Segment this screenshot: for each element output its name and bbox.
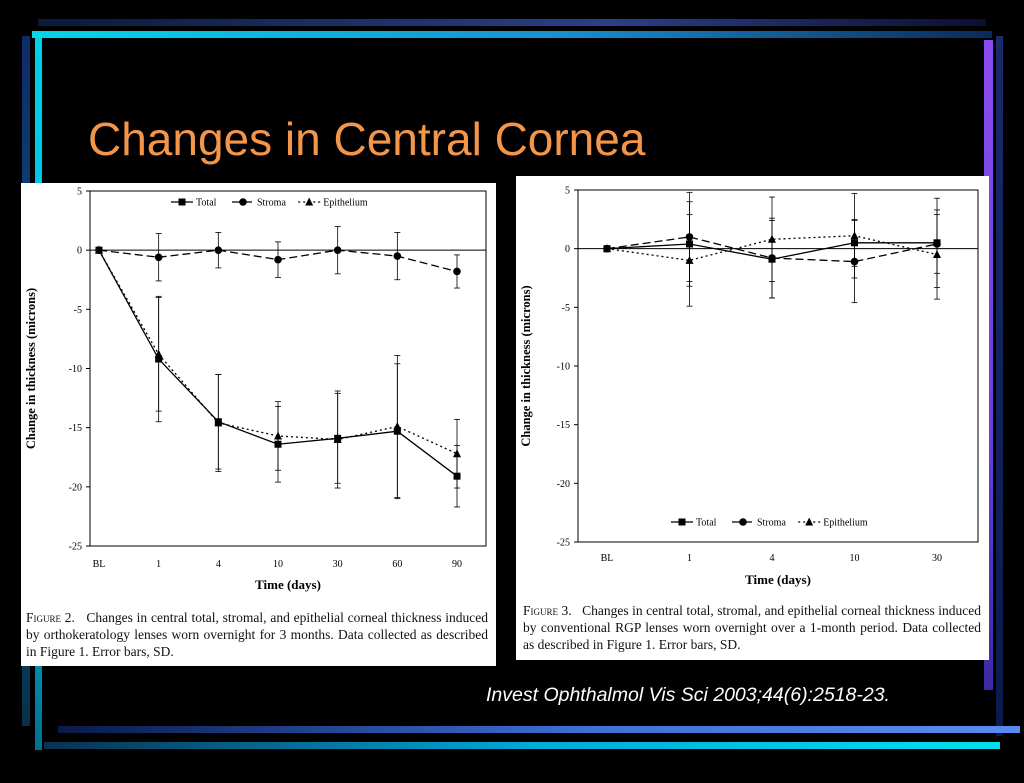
figure-2-caption-label: Figure 2. bbox=[26, 610, 75, 625]
fig2-data-point bbox=[393, 421, 402, 430]
fig2-data-point bbox=[393, 252, 402, 260]
fig3-y-tick-label: 0 bbox=[565, 244, 570, 255]
fig3-y-tick-label: -5 bbox=[562, 303, 570, 314]
bottom-bar-cyan bbox=[44, 742, 1000, 749]
fig3-x-axis-title: Time (days) bbox=[745, 572, 811, 587]
fig2-legend-marker bbox=[305, 197, 314, 206]
fig3-y-tick-label: -25 bbox=[557, 538, 570, 549]
fig2-data-point bbox=[453, 267, 461, 276]
figure-2-chart: 5 0 -5 -10 -15 -20 -25 BL 1 4 10 30 60 90 Time (days) C… bbox=[24, 187, 487, 592]
fig3-data-point bbox=[768, 234, 776, 243]
fig3-x-tick-label: 10 bbox=[850, 553, 860, 564]
fig2-data-point bbox=[274, 255, 282, 264]
fig3-legend-label: Epithelium bbox=[823, 518, 868, 529]
fig2-x-tick-label: BL bbox=[93, 559, 106, 570]
fig2-data-point bbox=[95, 245, 103, 254]
right-bar-dark bbox=[996, 36, 1003, 736]
fig2-plot-frame bbox=[89, 190, 487, 547]
fig2-legend-label: Stroma bbox=[257, 198, 286, 209]
bottom-bar-blue bbox=[58, 726, 1020, 733]
fig2-data-point bbox=[333, 435, 342, 443]
fig3-legend-marker bbox=[739, 518, 747, 526]
fig3-data-point bbox=[850, 231, 859, 240]
fig2-y-tick-label: 0 bbox=[77, 246, 82, 257]
fig2-data-point bbox=[453, 449, 461, 458]
fig2-y-tick-label: -5 bbox=[74, 305, 82, 316]
fig2-x-tick-label: 30 bbox=[333, 559, 343, 570]
fig3-y-tick-label: -15 bbox=[557, 420, 570, 431]
fig3-y-axis-title: Change in thickness (microns) bbox=[519, 285, 533, 446]
fig2-y-tick-label: -10 bbox=[69, 364, 82, 375]
fig2-y-axis-title: Change in thickness (microns) bbox=[24, 288, 38, 449]
fig3-data-point bbox=[685, 255, 694, 264]
fig2-x-tick-label: 4 bbox=[216, 559, 221, 570]
fig3-legend-label: Stroma bbox=[757, 518, 786, 529]
figure-3-caption: Figure 3. Changes in central total, stro… bbox=[523, 602, 981, 653]
citation: Invest Ophthalmol Vis Sci 2003;44(6):251… bbox=[486, 684, 890, 706]
fig2-y-tick-label: -25 bbox=[69, 542, 82, 553]
fig2-series-epithelium bbox=[95, 245, 461, 498]
fig3-y-tick-label: -20 bbox=[557, 479, 570, 490]
fig3-series-line bbox=[606, 235, 938, 262]
fig2-y-tick-label: -20 bbox=[69, 482, 82, 493]
fig2-legend-marker bbox=[178, 198, 186, 206]
fig3-legend: Total Stroma Epithelium bbox=[671, 517, 868, 529]
fig2-x-axis-title: Time (days) bbox=[255, 577, 321, 592]
fig2-data-point bbox=[154, 349, 163, 358]
fig3-y-tick-label: -10 bbox=[557, 362, 570, 373]
fig2-data-point bbox=[333, 246, 342, 254]
slide-title: Changes in Central Cornea bbox=[88, 113, 646, 165]
figure-3-chart: 5 0 -5 -10 -15 -20 -25 BL 1 4 10 30 Time (days) Chang… bbox=[519, 186, 979, 587]
fig2-x-tick-label: 1 bbox=[156, 559, 161, 570]
fig2-legend-label: Total bbox=[196, 198, 217, 209]
figure-2-panel: 5 0 -5 -10 -15 -20 -25 BL 1 4 10 30 60 90 Time (days) C… bbox=[21, 183, 496, 666]
fig2-series-stroma bbox=[95, 226, 461, 289]
fig3-x-tick-label: 30 bbox=[932, 553, 942, 564]
figure-2-caption: Figure 2. Changes in central total, stro… bbox=[26, 609, 488, 660]
fig2-data-point bbox=[214, 418, 223, 427]
fig3-x-tick-label: 1 bbox=[687, 553, 692, 564]
fig2-x-tick-label: 10 bbox=[273, 559, 283, 570]
fig2-y-tick-label: 5 bbox=[77, 187, 82, 198]
figure-3-panel: 5 0 -5 -10 -15 -20 -25 BL 1 4 10 30 Time (days) Chang… bbox=[516, 176, 989, 660]
fig3-legend-marker bbox=[805, 517, 814, 526]
figure-3-caption-text: Changes in central total, stromal, and e… bbox=[523, 603, 982, 652]
fig2-legend: Total Stroma Epithelium bbox=[171, 197, 368, 209]
fig2-y-tick-label: -15 bbox=[69, 423, 82, 434]
fig2-legend-marker bbox=[239, 198, 247, 206]
fig3-y-tick-label: 5 bbox=[565, 186, 570, 197]
figure-3-caption-label: Figure 3. bbox=[523, 603, 572, 618]
fig2-legend-label: Epithelium bbox=[323, 198, 368, 209]
fig3-data-point bbox=[933, 250, 941, 259]
fig3-series-epithelium bbox=[603, 193, 941, 307]
top-bar-dark bbox=[38, 19, 986, 26]
fig3-legend-marker bbox=[678, 518, 686, 526]
fig2-x-tick-label: 60 bbox=[392, 559, 402, 570]
fig3-x-tick-label: 4 bbox=[770, 553, 775, 564]
fig2-data-point bbox=[154, 253, 163, 262]
fig2-data-point bbox=[274, 431, 282, 440]
fig3-legend-label: Total bbox=[696, 518, 717, 529]
fig2-data-point bbox=[214, 246, 223, 254]
fig3-data-point bbox=[603, 244, 611, 253]
fig3-x-tick-label: BL bbox=[601, 553, 614, 564]
top-bar-cyan bbox=[32, 31, 992, 38]
fig2-x-tick-label: 90 bbox=[452, 559, 462, 570]
figure-2-caption-text: Changes in central total, stromal, and e… bbox=[26, 610, 488, 659]
